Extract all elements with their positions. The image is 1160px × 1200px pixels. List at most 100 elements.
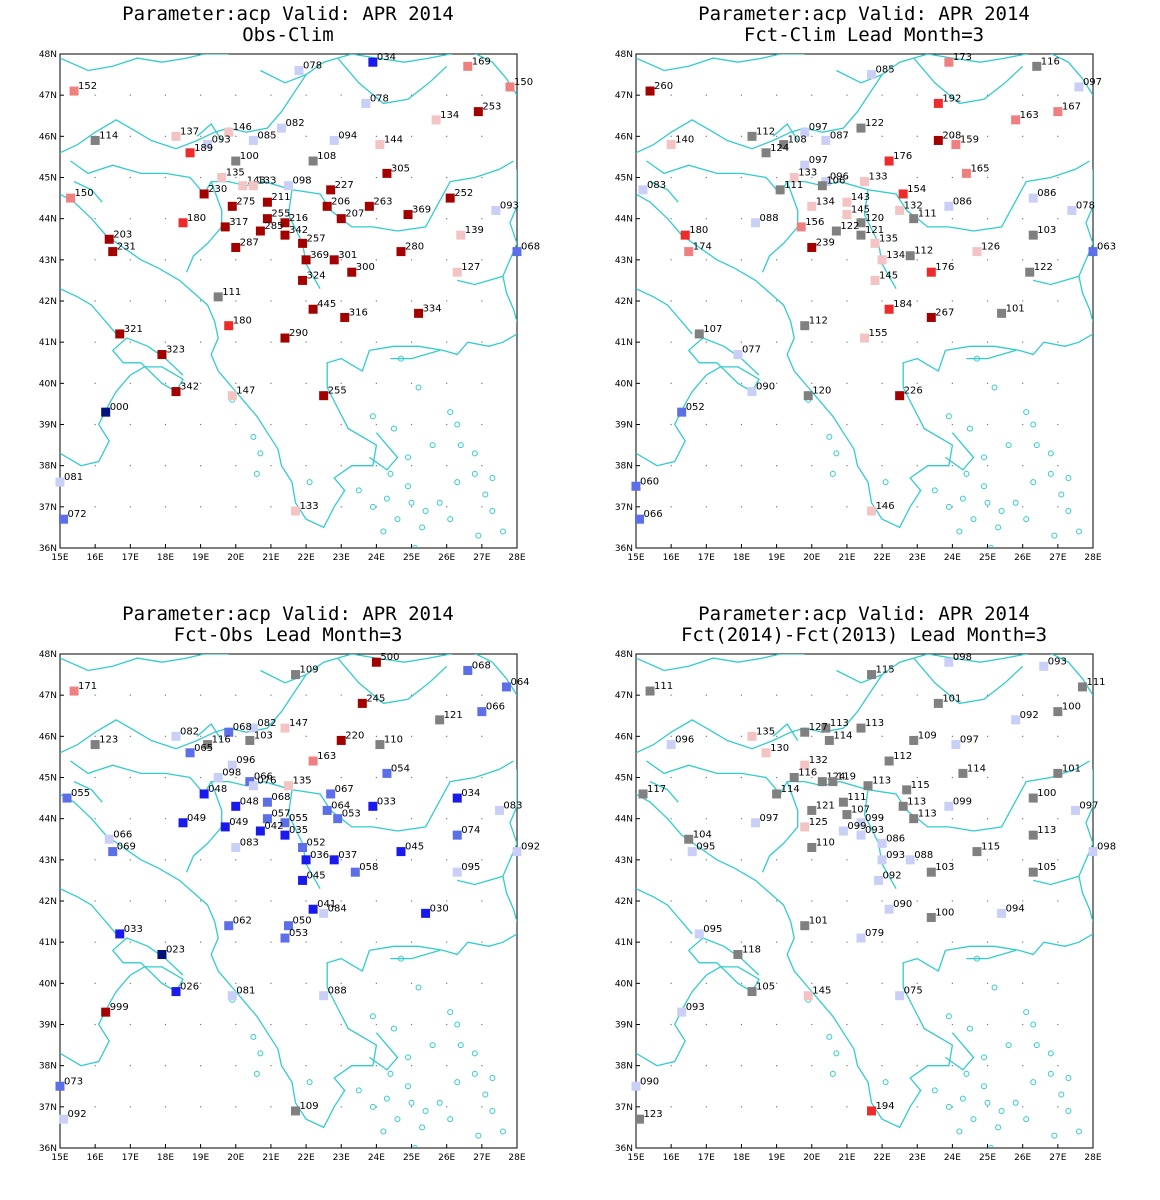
grid-dot <box>270 506 272 508</box>
station-marker <box>944 657 954 667</box>
station-value: 369 <box>412 205 431 216</box>
grid-dot <box>811 300 813 302</box>
island <box>250 1033 257 1040</box>
y-tick-label: 44N <box>39 815 57 825</box>
y-tick-label: 40N <box>615 979 633 989</box>
coastlines <box>60 654 517 1148</box>
station-marker <box>421 908 431 918</box>
grid-dot <box>881 465 883 467</box>
grid-dot <box>846 423 848 426</box>
coastline <box>369 432 399 471</box>
grid-dot <box>1057 735 1059 737</box>
grid-dot <box>951 135 953 137</box>
grid-dot <box>129 176 131 179</box>
grid-dot <box>446 982 448 984</box>
station-map: 15E 16E 17E 18E 19E 20E 21E 22E 23E 24E 25E 26E 27E 2… <box>615 50 1116 563</box>
station-marker <box>262 797 272 807</box>
grid-dot <box>164 341 167 343</box>
station-value: 045 <box>405 842 424 853</box>
station-value: 095 <box>703 924 722 935</box>
grid-dot <box>1022 465 1024 467</box>
grid-dot <box>305 94 307 96</box>
station-value: 101 <box>1006 303 1025 314</box>
island <box>257 450 264 457</box>
grid-dot <box>776 218 778 220</box>
grid-dot <box>481 465 483 467</box>
station-marker <box>863 781 873 791</box>
grid-dot <box>94 1065 96 1067</box>
grid-dot <box>340 900 342 902</box>
grid-dot <box>270 423 272 426</box>
station-marker <box>877 855 887 865</box>
y-tick-label: 36N <box>39 1144 57 1154</box>
grid-dot <box>446 776 448 779</box>
grid-dot <box>1022 941 1024 943</box>
station-marker <box>255 226 265 236</box>
grid-dot <box>481 135 483 137</box>
y-tick-label: 48N <box>615 650 633 660</box>
grid-dot <box>94 941 96 943</box>
x-tick-label: 24E <box>368 1153 385 1163</box>
station-value: 104 <box>693 829 712 840</box>
grid-dot <box>881 776 883 779</box>
station-marker <box>870 238 880 248</box>
grid-dot <box>670 218 672 220</box>
station-marker <box>280 933 290 943</box>
island <box>829 1070 836 1077</box>
island <box>1058 1091 1065 1098</box>
station-value: 107 <box>851 805 870 816</box>
station-marker <box>751 818 761 828</box>
x-tick-label: 18E <box>733 553 750 563</box>
station-value: 999 <box>110 1002 129 1013</box>
grid-dot <box>94 735 96 737</box>
coastline <box>966 949 1016 960</box>
grid-dot <box>129 135 131 137</box>
station-value: 092 <box>1020 710 1039 721</box>
station-marker <box>1028 867 1038 877</box>
grid-dot <box>164 982 167 984</box>
station-marker <box>280 818 290 828</box>
station-marker <box>477 707 487 717</box>
station-marker <box>958 768 968 778</box>
station-marker <box>336 214 346 224</box>
x-tick-label: 17E <box>698 1153 715 1163</box>
grid-dot <box>446 259 448 261</box>
station-value: 107 <box>703 324 722 335</box>
grid-dot <box>235 900 237 902</box>
station-value: 113 <box>1037 825 1056 836</box>
grid-dot <box>1022 1106 1024 1108</box>
island <box>995 1124 1002 1131</box>
island <box>369 1103 376 1110</box>
station-marker <box>884 304 894 314</box>
station-marker <box>807 201 817 211</box>
station-value: 113 <box>865 718 884 729</box>
grid-dot <box>776 465 778 467</box>
station-value: 099 <box>953 796 972 807</box>
island <box>1005 1042 1012 1049</box>
coastline <box>186 181 223 273</box>
station-marker <box>501 682 511 692</box>
island <box>988 545 995 548</box>
station-value: 054 <box>391 763 410 774</box>
station-marker <box>877 838 887 848</box>
x-tick-label: 25E <box>979 1153 996 1163</box>
station-map: 15E 16E 17E 18E 19E 20E 21E 22E 23E 24E 25E 26E 27E 2… <box>39 650 540 1163</box>
island <box>833 1050 840 1057</box>
coastline <box>337 57 448 105</box>
station-value: 082 <box>257 718 276 729</box>
station-marker <box>828 777 838 787</box>
grid-dot <box>410 818 413 820</box>
station-marker <box>1077 682 1087 692</box>
grid-dot <box>1022 300 1024 302</box>
coastline <box>70 760 514 832</box>
station-value: 189 <box>194 143 213 154</box>
x-tick-label: 24E <box>944 1153 961 1163</box>
station-value: 088 <box>914 850 933 861</box>
station-marker <box>856 723 866 733</box>
station-value: 263 <box>373 196 392 207</box>
station-marker <box>59 514 69 524</box>
grid-dot <box>986 94 989 96</box>
y-tick-label: 42N <box>39 297 57 307</box>
station-marker <box>69 686 79 696</box>
grid-dot <box>129 506 131 508</box>
